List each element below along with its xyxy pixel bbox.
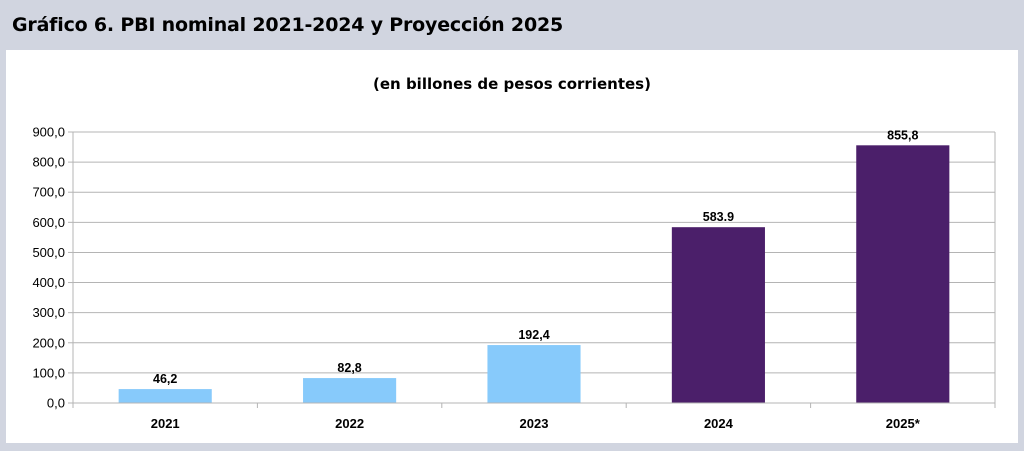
chart-subtitle: (en billones de pesos corrientes) — [373, 75, 651, 93]
data-label: 82,8 — [337, 361, 361, 375]
data-label: 583.9 — [703, 210, 734, 224]
x-tick-label: 2022 — [335, 416, 364, 431]
x-tick-label: 2021 — [151, 416, 180, 431]
y-tick-label: 100,0 — [32, 365, 65, 380]
x-tick-label: 2023 — [520, 416, 549, 431]
y-tick-label: 700,0 — [32, 185, 65, 200]
x-tick-label: 2024 — [704, 416, 734, 431]
bar-2023 — [487, 345, 581, 403]
bar-2025 — [856, 145, 950, 403]
y-tick-label: 200,0 — [32, 335, 65, 350]
y-tick-label: 800,0 — [32, 155, 65, 170]
y-tick-label: 900,0 — [32, 125, 65, 140]
data-label: 855,8 — [887, 128, 918, 142]
bar-2021 — [118, 389, 212, 403]
y-tick-label: 300,0 — [32, 305, 65, 320]
chart-title: Gráfico 6. PBI nominal 2021-2024 y Proye… — [12, 14, 564, 36]
bar-2024 — [671, 227, 765, 403]
x-tick-label: 2025* — [886, 416, 921, 431]
y-tick-label: 500,0 — [32, 245, 65, 260]
y-tick-label: 400,0 — [32, 275, 65, 290]
y-tick-label: 600,0 — [32, 215, 65, 230]
data-label: 46,2 — [153, 372, 177, 386]
y-tick-label: 0,0 — [47, 396, 65, 411]
data-label: 192,4 — [518, 328, 549, 342]
bar-2022 — [303, 378, 397, 403]
